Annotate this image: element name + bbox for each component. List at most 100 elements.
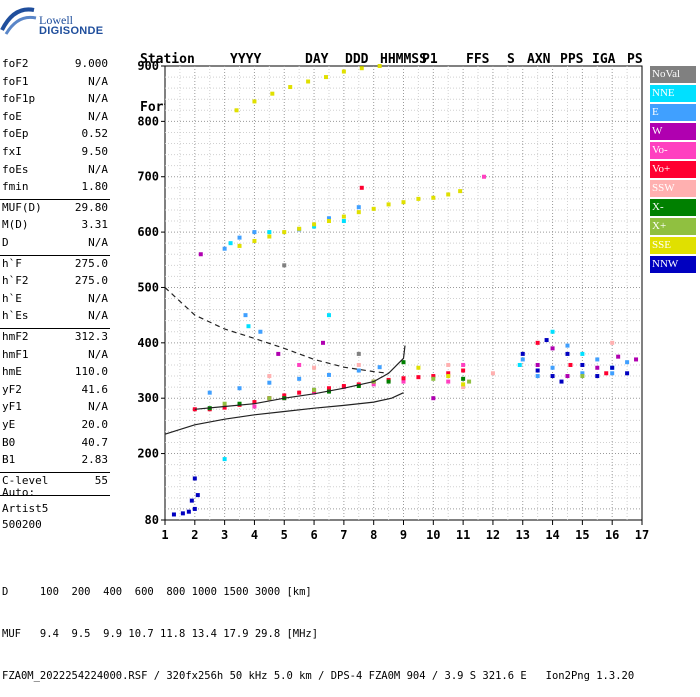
param-name: foEp [2, 127, 29, 141]
data-point-sse [270, 91, 275, 96]
data-point-sse [252, 99, 257, 104]
data-point-nne [341, 219, 346, 224]
data-point-sse [237, 243, 242, 248]
legend-item-w: W [650, 123, 696, 140]
data-point-sse [282, 230, 287, 235]
param-row: MUF(D) 29.80 [2, 201, 108, 218]
param-row: C-level 55 [2, 474, 108, 491]
param-separator [0, 495, 110, 497]
data-point-x- [401, 360, 406, 365]
auto-program: Artist5 [2, 502, 49, 515]
param-name: C-level [2, 473, 49, 487]
data-point-e [237, 235, 242, 240]
param-name: h`F [2, 256, 22, 270]
data-point-nnw [610, 365, 615, 370]
profile-line-0 [164, 392, 404, 435]
data-point-w [198, 252, 203, 257]
logo-swoosh-icon [0, 7, 37, 35]
profile-line-2 [164, 287, 389, 374]
data-point-nne [312, 224, 317, 229]
data-point-ssw [446, 362, 451, 367]
data-point-sse [297, 226, 302, 231]
param-name: B0 [2, 435, 16, 449]
data-point-w [634, 357, 639, 362]
data-point-x- [431, 376, 436, 381]
data-point-x- [237, 401, 242, 406]
param-name: yF2 [2, 382, 22, 396]
param-value: 2.83 [81, 453, 109, 467]
data-point-e [267, 380, 272, 385]
data-point-e [580, 371, 585, 376]
data-point-ssw [461, 385, 466, 390]
data-point-sse [288, 85, 293, 90]
data-point-vo- [282, 393, 287, 398]
data-point-sse [431, 195, 436, 200]
data-point-vo- [371, 382, 376, 387]
param-name: hmF2 [2, 330, 29, 343]
header-labels-row: Station YYYY DAY DDD HHMMSS P1 FFS S AXN PPS IGA PS [140, 52, 660, 68]
param-name: foF1p [2, 92, 36, 106]
data-point-vo- [604, 371, 609, 376]
data-point-vo- [359, 185, 364, 190]
param-name: h`Es [2, 309, 29, 323]
data-point-w [565, 374, 570, 379]
digisonde-logo: Lowell DIGISONDE [0, 0, 103, 40]
param-row: h`F 275.0 [2, 257, 108, 274]
param-value: 55 [94, 473, 108, 487]
data-point-vo- [461, 362, 466, 367]
param-value: 275.0 [74, 256, 108, 270]
data-point-sse [446, 374, 451, 379]
x-tick-label: 4 [251, 528, 258, 542]
data-point-vo- [446, 371, 451, 376]
data-point-vo- [568, 362, 573, 367]
y-tick-label: 80 [145, 513, 159, 527]
header-label-11: PS [627, 52, 643, 67]
auto-label: Auto: [2, 486, 36, 499]
header-label-5: P1 [422, 52, 438, 67]
data-point-x- [386, 379, 391, 384]
param-row: fxI 9.50 [2, 145, 108, 162]
data-point-e [535, 374, 540, 379]
data-point-e [252, 230, 257, 235]
header-label-6: FFS [466, 52, 490, 67]
param-row: B1 2.83 [2, 453, 108, 470]
param-row: foF1p N/A [2, 92, 108, 109]
legend-item-x-: X+ [650, 218, 696, 235]
data-point-w [431, 396, 436, 401]
x-tick-label: 11 [456, 528, 470, 542]
header-label-1: YYYY [230, 52, 262, 67]
data-point-w [550, 346, 555, 351]
x-tick-label: 12 [486, 528, 500, 542]
data-point-vo- [326, 386, 331, 391]
y-tick-label: 400 [137, 336, 159, 350]
y-tick-label: 900 [137, 59, 159, 73]
param-row: yF2 41.6 [2, 383, 108, 400]
data-point-nnw [171, 512, 176, 517]
param-value: N/A [88, 74, 108, 88]
ionogram-plot: 1 2 3 4 5 6 7 8 9 10 11 12 13 14 15 16 17802003004005006… [137, 59, 649, 542]
param-name: hmE [2, 365, 22, 379]
param-row: yF1 N/A [2, 400, 108, 417]
data-point-x- [267, 396, 272, 401]
data-point-ssw [490, 371, 495, 376]
data-point-nnw [559, 379, 564, 384]
data-point-e [258, 329, 263, 334]
data-point-vo- [461, 368, 466, 373]
data-point-nnw [544, 338, 549, 343]
param-value: N/A [88, 309, 108, 323]
data-point-e [377, 365, 382, 370]
x-tick-label: 5 [281, 528, 288, 542]
param-value: 1.80 [81, 180, 109, 194]
data-point-e [222, 246, 227, 251]
header-label-8: AXN [527, 52, 551, 67]
data-point-nnw [625, 371, 630, 376]
data-point-vo- [481, 174, 486, 179]
data-point-vo- [252, 400, 257, 405]
param-value: 3.31 [81, 218, 109, 232]
param-row: foEp 0.52 [2, 127, 108, 144]
footer-info: D 100 200 400 600 800 1000 1500 3000 [km… [2, 557, 634, 697]
data-point-x- [222, 401, 227, 406]
data-point-nnw [195, 493, 200, 498]
data-point-nne [246, 324, 251, 329]
legend-item-ssw: SSW [650, 180, 696, 197]
